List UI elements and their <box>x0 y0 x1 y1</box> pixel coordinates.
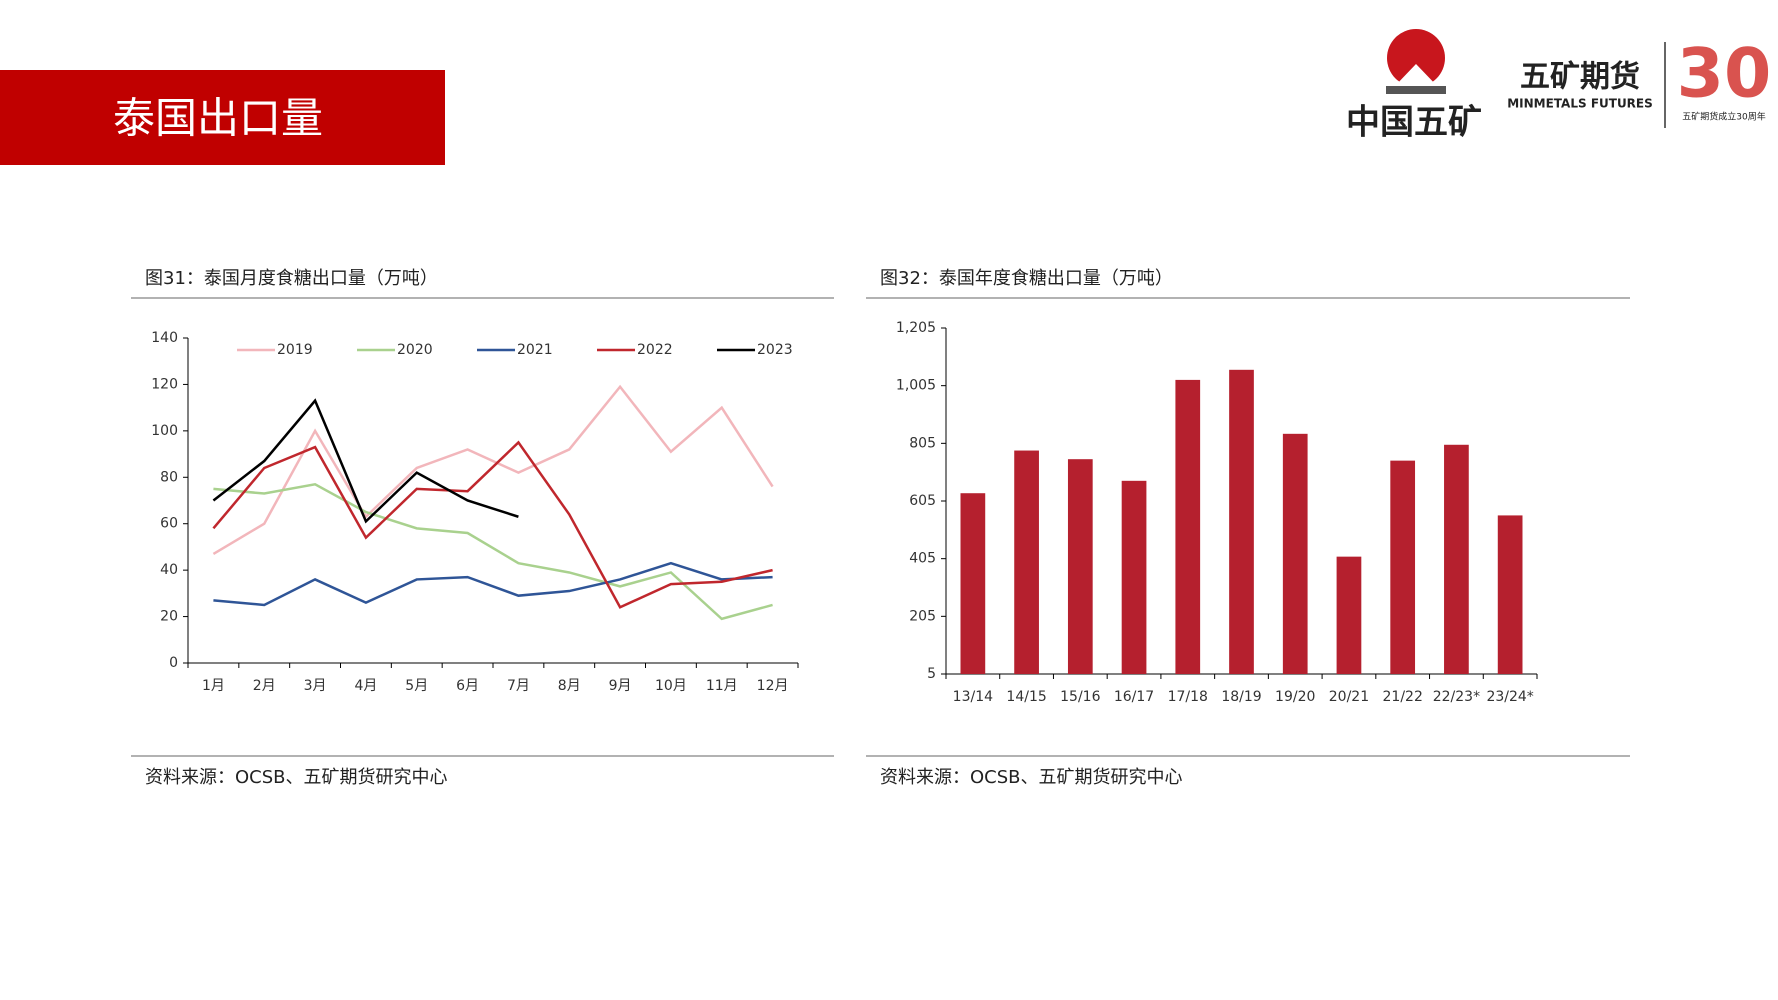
x-tick-label: 16/17 <box>1114 689 1154 705</box>
bar <box>1121 480 1147 674</box>
legend-label: 2019 <box>277 342 313 358</box>
y-tick-label: 60 <box>160 516 178 532</box>
x-tick-label: 15/16 <box>1060 689 1100 705</box>
line-series <box>212 384 774 555</box>
slide-title: 泰国出口量 <box>113 94 323 143</box>
x-tick-label: 8月 <box>558 678 581 694</box>
bar <box>1175 379 1201 674</box>
line-series <box>212 440 773 609</box>
x-tick-label: 13/14 <box>953 689 993 705</box>
chart-title: 图32：泰国年度食糖出口量（万吨） <box>880 268 1173 289</box>
x-tick-label: 19/20 <box>1275 689 1315 705</box>
bar <box>1444 444 1469 674</box>
chart-title: 图31：泰国月度食糖出口量（万吨） <box>145 268 438 289</box>
line-series <box>213 561 773 607</box>
source: 资料来源：OCSB、五矿期货研究中心 <box>880 767 1183 788</box>
x-tick-label: 11月 <box>706 678 738 694</box>
logo-text: MINMETALS FUTURES <box>1507 97 1653 111</box>
source: 资料来源：OCSB、五矿期货研究中心 <box>145 767 448 788</box>
x-tick-label: 2月 <box>253 678 276 694</box>
y-tick-label: 405 <box>909 551 936 567</box>
legend-label: 2023 <box>757 342 793 358</box>
x-tick-label: 5月 <box>405 678 428 694</box>
legend-label: 2020 <box>397 342 433 358</box>
bar <box>1497 515 1523 674</box>
x-tick-label: 3月 <box>304 678 327 694</box>
line-series <box>213 482 773 621</box>
logo-text: 五矿期货 <box>1520 60 1640 95</box>
x-tick-label: 14/15 <box>1006 689 1046 705</box>
x-tick-label: 7月 <box>507 678 530 694</box>
x-tick-label: 18/19 <box>1221 689 1261 705</box>
y-tick-label: 1,005 <box>896 378 936 394</box>
x-tick-label: 12月 <box>757 678 789 694</box>
bar <box>1336 556 1362 674</box>
bar <box>1390 460 1416 674</box>
x-tick-label: 22/23* <box>1433 689 1480 705</box>
y-tick-label: 805 <box>909 435 936 451</box>
anniv-text: 五矿期货成立30周年 <box>1682 111 1765 123</box>
y-tick-label: 80 <box>160 469 178 485</box>
title-band <box>0 70 445 165</box>
y-tick-label: 120 <box>151 376 178 392</box>
y-tick-label: 20 <box>160 609 178 625</box>
x-tick-label: 9月 <box>609 678 632 694</box>
y-tick-label: 205 <box>909 608 936 624</box>
x-tick-label: 10月 <box>655 678 687 694</box>
x-tick-label: 1月 <box>202 678 225 694</box>
x-tick-label: 23/24* <box>1486 689 1533 705</box>
x-tick-label: 21/22 <box>1383 689 1423 705</box>
y-tick-label: 5 <box>927 666 936 682</box>
bar <box>960 493 986 674</box>
y-tick-label: 140 <box>151 330 178 346</box>
x-tick-label: 4月 <box>354 678 377 694</box>
x-tick-label: 20/21 <box>1329 689 1369 705</box>
logo-text: 中国五矿 <box>1346 103 1482 143</box>
bar <box>1229 369 1254 674</box>
y-tick-label: 0 <box>169 655 178 671</box>
bar <box>1282 433 1308 674</box>
x-tick-label: 6月 <box>456 678 479 694</box>
legend-label: 2021 <box>517 342 553 358</box>
y-tick-label: 100 <box>151 423 178 439</box>
anniv-number: 30 <box>1677 35 1772 114</box>
bar <box>1067 459 1093 674</box>
logo-minmetals <box>1386 29 1446 94</box>
bar <box>1014 450 1039 674</box>
x-tick-label: 17/18 <box>1168 689 1208 705</box>
legend-label: 2022 <box>637 342 673 358</box>
line-series <box>212 398 519 524</box>
y-tick-label: 1,205 <box>896 320 936 336</box>
y-tick-label: 605 <box>909 493 936 509</box>
y-tick-label: 40 <box>160 562 178 578</box>
